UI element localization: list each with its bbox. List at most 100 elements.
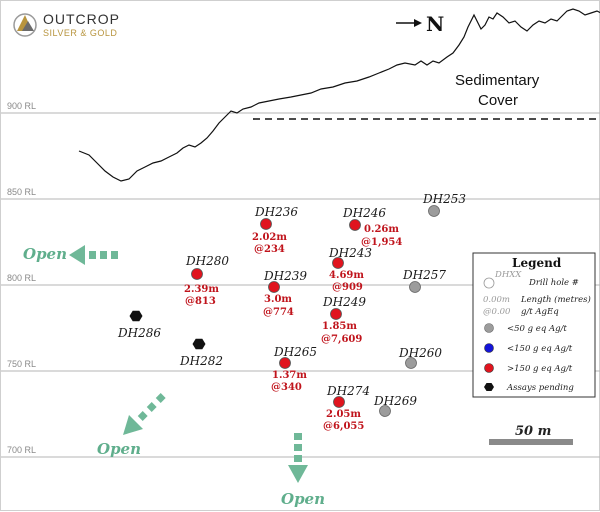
rl-label-750: 750 RL [7, 359, 36, 369]
open-arrow-south: Open [281, 433, 325, 508]
north-label: N [426, 12, 444, 36]
topography-profile [78, 8, 600, 182]
arrow-dash [146, 402, 157, 412]
marker-high-grade [268, 281, 280, 293]
hole-id: DH265 [273, 345, 317, 359]
legend-title: Legend [512, 256, 562, 270]
marker-high-grade [333, 396, 345, 408]
legend-high-label: >150 g eq Ag/t [507, 364, 573, 374]
arrow-down-icon [288, 465, 308, 483]
arrow-dash [100, 251, 107, 259]
marker-high-grade [260, 218, 272, 230]
logo-ring [13, 13, 37, 37]
hole-grade: @1,954 [361, 237, 402, 248]
hole-dh239: DH239 3.0m @774 [263, 269, 307, 318]
marker-low-grade [379, 405, 391, 417]
hole-dh243: DH243 4.69m @909 [328, 246, 372, 293]
legend-grade-sample: @0.00 [483, 307, 511, 317]
hole-id: DH269 [373, 394, 417, 408]
open-label-south: Open [281, 490, 325, 508]
hole-grade: @7,609 [321, 334, 362, 345]
hole-dh282: DH282 [179, 338, 223, 368]
legend-pending-label: Assays pending [506, 383, 574, 393]
marker-assays-pending [192, 338, 206, 350]
arrow-dash [155, 393, 166, 403]
hole-grade: @813 [185, 296, 216, 307]
hole-length: 4.69m [329, 270, 364, 281]
legend-drill-sample: DHXX [494, 270, 522, 280]
cover-label-line1: Sedimentary [455, 72, 540, 89]
legend-mid-label: <150 g eq Ag/t [507, 344, 573, 354]
hole-dh265: DH265 1.37m @340 [271, 345, 317, 393]
logo-line2: SILVER & GOLD [43, 28, 117, 38]
arrow-dash [89, 251, 96, 259]
hole-length: 1.85m [322, 321, 357, 332]
arrow-dash [294, 455, 302, 462]
marker-low-grade [409, 281, 421, 293]
hole-dh246: DH246 0.26m @1,954 [342, 206, 402, 248]
hole-dh257: DH257 [402, 268, 446, 293]
hole-length: 0.26m [364, 224, 399, 235]
hole-dh280: DH280 2.39m @813 [184, 254, 229, 307]
open-label-southwest: Open [97, 440, 141, 458]
hole-dh236: DH236 2.02m @234 [252, 205, 298, 255]
legend-mid-marker [484, 343, 494, 353]
hole-length: 3.0m [264, 294, 292, 305]
scale-label: 50 m [515, 424, 551, 439]
legend-drill-label: Drill hole # [528, 278, 579, 288]
legend-grade-label: g/t AgEq [521, 307, 559, 317]
hole-grade: @909 [332, 282, 363, 293]
logo-line1: OUTCROP [43, 11, 120, 27]
legend-low-label: <50 g eq Ag/t [507, 324, 567, 334]
hole-dh274: DH274 2.05m @6,055 [323, 384, 370, 432]
legend-low-marker [484, 323, 494, 333]
hole-length: 2.02m [252, 232, 287, 243]
hole-dh269: DH269 [373, 394, 417, 417]
hole-id: DH260 [398, 346, 442, 360]
open-label-west: Open [23, 245, 67, 263]
marker-high-grade [332, 257, 344, 269]
hole-id: DH243 [328, 246, 372, 260]
legend-drill-marker [483, 277, 495, 289]
hole-grade: @340 [271, 382, 302, 393]
marker-high-grade [349, 219, 361, 231]
logo-peak-small-icon [22, 21, 34, 31]
arrow-dash [294, 444, 302, 451]
hole-length: 2.05m [326, 409, 361, 420]
scale-bar: 50 m [489, 424, 573, 445]
hole-grade: @774 [263, 307, 294, 318]
hole-id: DH280 [185, 254, 229, 268]
open-arrow-west: Open [23, 245, 118, 265]
hole-dh286: DH286 [117, 310, 161, 340]
legend-length-sample: 0.00m [483, 295, 510, 305]
marker-assays-pending [129, 310, 143, 322]
rl-label-700: 700 RL [7, 445, 36, 455]
legend-high-marker [484, 363, 494, 373]
hole-dh253: DH253 [422, 192, 466, 217]
rl-label-900: 900 RL [7, 101, 36, 111]
hole-length: 1.37m [272, 370, 307, 381]
arrow-left-icon [69, 245, 85, 265]
open-arrow-southwest: Open [97, 393, 166, 458]
marker-low-grade [405, 357, 417, 369]
hole-id: DH249 [322, 295, 366, 309]
hole-id: DH274 [326, 384, 370, 398]
hole-id: DH246 [342, 206, 386, 220]
marker-high-grade [330, 308, 342, 320]
hole-grade: @6,055 [323, 421, 364, 432]
legend-box [472, 252, 596, 398]
hole-grade: @234 [254, 244, 285, 255]
legend-length-label: Length (metres) [520, 294, 591, 305]
arrow-down-left-icon [123, 415, 143, 435]
north-arrow: N [396, 12, 444, 36]
arrow-dash [294, 433, 302, 440]
hole-id: DH257 [402, 268, 446, 282]
hole-id: DH286 [117, 326, 161, 340]
legend-pending-marker [484, 383, 494, 391]
hole-id: DH253 [422, 192, 466, 206]
legend: Legend DHXX Drill hole # 0.00m @0.00 Len… [472, 252, 596, 398]
marker-high-grade [191, 268, 203, 280]
scale-bar-rect [489, 439, 573, 445]
